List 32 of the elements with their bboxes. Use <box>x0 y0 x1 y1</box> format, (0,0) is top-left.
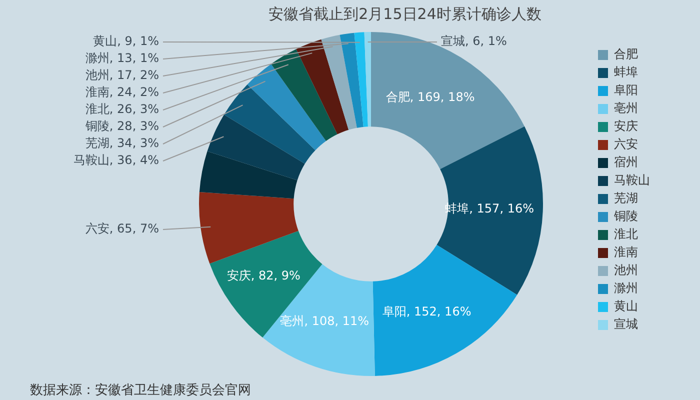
legend-label: 芜湖 <box>614 191 638 206</box>
data-label: 池州, 17, 2% <box>85 68 159 82</box>
legend-label: 滁州 <box>614 281 638 296</box>
legend-label: 合肥 <box>614 47 638 62</box>
legend-label: 阜阳 <box>614 83 638 98</box>
legend-label: 铜陵 <box>613 209 638 224</box>
data-label: 合肥, 169, 18% <box>386 90 475 104</box>
data-label: 阜阳, 152, 16% <box>382 304 472 318</box>
source-note: 数据来源：安徽省卫生健康委员会官网 <box>30 382 251 399</box>
data-label: 黄山, 9, 1% <box>93 34 159 48</box>
legend-label: 黄山 <box>614 299 638 314</box>
data-label: 淮南, 24, 2% <box>85 85 159 100</box>
data-label: 芜湖, 34, 3% <box>85 136 159 150</box>
legend-label: 安庆 <box>614 119 638 134</box>
legend-label: 亳州 <box>614 101 638 116</box>
data-label: 亳州, 108, 11% <box>280 314 370 328</box>
legend-label: 淮南 <box>614 245 638 260</box>
legend-label: 宿州 <box>614 155 638 170</box>
data-label: 宣城, 6, 1% <box>441 34 507 48</box>
data-label: 淮北, 26, 3% <box>85 102 159 116</box>
legend-label: 蚌埠 <box>614 65 638 80</box>
data-label: 铜陵, 28, 3% <box>84 119 159 134</box>
legend-label: 淮北 <box>614 227 638 242</box>
legend-label: 马鞍山 <box>614 173 650 188</box>
chart-title: 安徽省截止到2月15日24时累计确诊人数 <box>268 4 542 23</box>
data-label: 六安, 65, 7% <box>85 222 159 236</box>
data-label: 滁州, 13, 1% <box>85 51 159 66</box>
legend-label: 六安 <box>614 137 638 152</box>
legend-label: 池州 <box>614 263 638 278</box>
data-label: 马鞍山, 36, 4% <box>73 153 159 168</box>
legend-label: 宣城 <box>614 317 638 332</box>
data-label: 安庆, 82, 9% <box>226 268 300 283</box>
